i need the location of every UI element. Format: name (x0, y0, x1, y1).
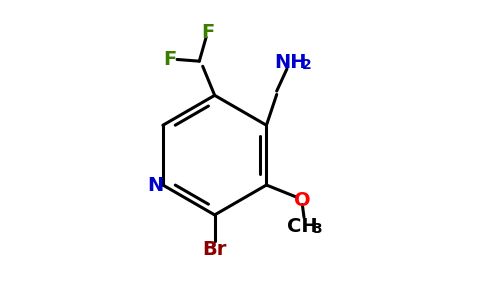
Text: Br: Br (202, 240, 227, 259)
Text: O: O (294, 191, 311, 210)
Text: NH: NH (274, 52, 306, 71)
Text: CH: CH (287, 217, 318, 236)
Text: 2: 2 (302, 58, 312, 72)
Text: F: F (164, 50, 177, 69)
Text: N: N (147, 176, 164, 194)
Text: F: F (201, 22, 214, 42)
Text: 3: 3 (312, 222, 322, 236)
